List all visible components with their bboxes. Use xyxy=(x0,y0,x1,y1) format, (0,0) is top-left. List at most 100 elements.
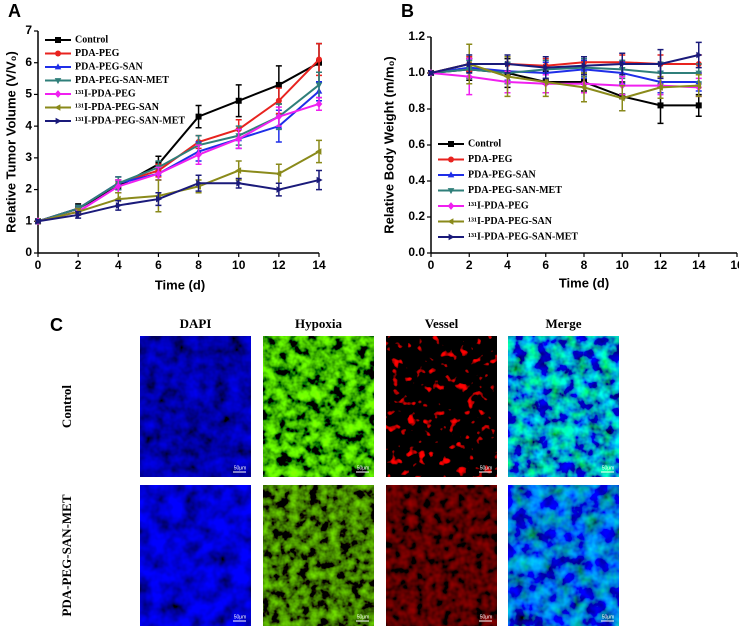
marker xyxy=(543,64,550,71)
legend-label: PDA-PEG-SAN xyxy=(75,61,144,72)
scale-bar-label: 50μm xyxy=(357,465,370,471)
marker xyxy=(275,170,282,178)
scale-bar-label: 50μm xyxy=(602,614,615,620)
y-axis-label: Relative Tumor Volume (V/V₀) xyxy=(3,51,18,233)
micrograph xyxy=(140,336,251,477)
marker xyxy=(466,60,473,68)
series-line xyxy=(430,62,699,100)
series-line xyxy=(430,66,699,75)
marker xyxy=(315,148,322,155)
marker xyxy=(275,112,283,121)
marker xyxy=(235,167,242,174)
y-tick-label: 6 xyxy=(25,55,32,69)
x-tick-label: 12 xyxy=(272,258,286,272)
legend-marker xyxy=(55,50,61,57)
marker xyxy=(428,69,435,77)
x-tick-label: 8 xyxy=(581,258,588,272)
marker xyxy=(619,60,626,68)
marker xyxy=(75,211,82,219)
y-tick-label: 5 xyxy=(25,87,32,101)
y-tick-label: 0.8 xyxy=(408,101,425,115)
marker xyxy=(155,169,162,178)
legend-label: ¹³¹I-PDA-PEG-SAN xyxy=(75,102,160,113)
column-header: Vessel xyxy=(425,316,459,331)
legend-marker xyxy=(55,117,62,125)
y-tick-label: 0 xyxy=(25,245,32,259)
legend-label: ¹³¹I-PDA-PEG-SAN xyxy=(468,216,553,227)
chart: B 0 2 4 6 8 10 12 14 16 0.0 0.2 0.4 0.6 0.8 1.0 1.2 Time … xyxy=(381,1,739,291)
legend-label: ¹³¹I-PDA-PEG-SAN-MET xyxy=(75,115,185,126)
x-tick-label: 10 xyxy=(616,258,630,272)
legend-label: Control xyxy=(468,138,501,149)
marker xyxy=(195,150,202,159)
marker xyxy=(276,186,283,193)
marker xyxy=(656,84,663,91)
scale-bar-label: 50μm xyxy=(602,465,615,471)
marker xyxy=(235,97,242,104)
x-tick-label: 4 xyxy=(504,258,511,272)
marker xyxy=(581,62,588,70)
marker xyxy=(196,179,203,187)
legend-label: Control xyxy=(75,34,108,45)
marker xyxy=(275,97,282,104)
x-tick-label: 10 xyxy=(232,258,246,272)
micrograph xyxy=(508,485,619,626)
x-tick-label: 6 xyxy=(542,258,549,272)
legend-marker xyxy=(54,78,62,85)
marker xyxy=(235,134,243,143)
marker xyxy=(316,176,323,184)
series-line xyxy=(430,66,699,83)
micrograph xyxy=(508,336,619,477)
y-tick-label: 0.4 xyxy=(408,173,425,187)
marker xyxy=(618,94,625,102)
marker xyxy=(35,217,42,225)
microscopy-panel: C DAPI Hypoxia Vessel Merge Control 50μm 50μm 5… xyxy=(50,315,619,626)
series-line xyxy=(37,179,320,223)
marker xyxy=(657,102,664,109)
legend-label: PDA-PEG-SAN-MET xyxy=(468,185,562,196)
panel-label: B xyxy=(401,1,414,21)
legend-marker xyxy=(54,63,62,70)
panel-label: C xyxy=(50,315,63,335)
marker xyxy=(542,78,549,86)
legend-marker xyxy=(448,141,454,147)
scale-bar-label: 50μm xyxy=(357,614,370,620)
legend-marker xyxy=(448,156,454,163)
micrograph xyxy=(386,336,497,477)
legend-label: PDA-PEG xyxy=(75,48,120,59)
legend-marker xyxy=(447,188,455,195)
marker xyxy=(275,81,282,88)
micrograph xyxy=(263,336,374,477)
marker xyxy=(115,202,122,209)
x-tick-label: 2 xyxy=(466,258,473,272)
column-header: Hypoxia xyxy=(295,316,342,331)
panel-label: A xyxy=(8,1,21,21)
scale-bar-label: 50μm xyxy=(234,465,247,471)
marker xyxy=(503,73,510,80)
scale-bar-label: 50μm xyxy=(234,614,247,620)
legend-label: PDA-PEG xyxy=(468,154,513,165)
y-axis-label: Relative Body Weight (m/m₀) xyxy=(381,56,396,234)
legend-label: ¹³¹I-PDA-PEG xyxy=(75,88,136,99)
y-tick-label: 0.0 xyxy=(408,245,425,259)
marker xyxy=(236,179,243,187)
column-header: Merge xyxy=(545,316,581,331)
y-tick-label: 0.2 xyxy=(408,209,425,223)
micrograph xyxy=(263,485,374,626)
scale-bar-label: 50μm xyxy=(480,614,493,620)
x-tick-label: 8 xyxy=(195,258,202,272)
x-tick-label: 16 xyxy=(730,258,739,272)
column-header: DAPI xyxy=(180,316,212,331)
y-tick-label: 1.2 xyxy=(408,29,425,43)
marker xyxy=(580,84,587,91)
micrograph xyxy=(386,485,497,626)
marker xyxy=(195,113,202,120)
y-tick-label: 2 xyxy=(25,182,32,196)
legend-marker xyxy=(447,171,455,178)
micrograph xyxy=(140,485,251,626)
marker xyxy=(316,56,322,63)
marker xyxy=(695,70,703,77)
legend-label: PDA-PEG-SAN xyxy=(468,169,537,180)
scale-bar-label: 50μm xyxy=(480,465,493,471)
